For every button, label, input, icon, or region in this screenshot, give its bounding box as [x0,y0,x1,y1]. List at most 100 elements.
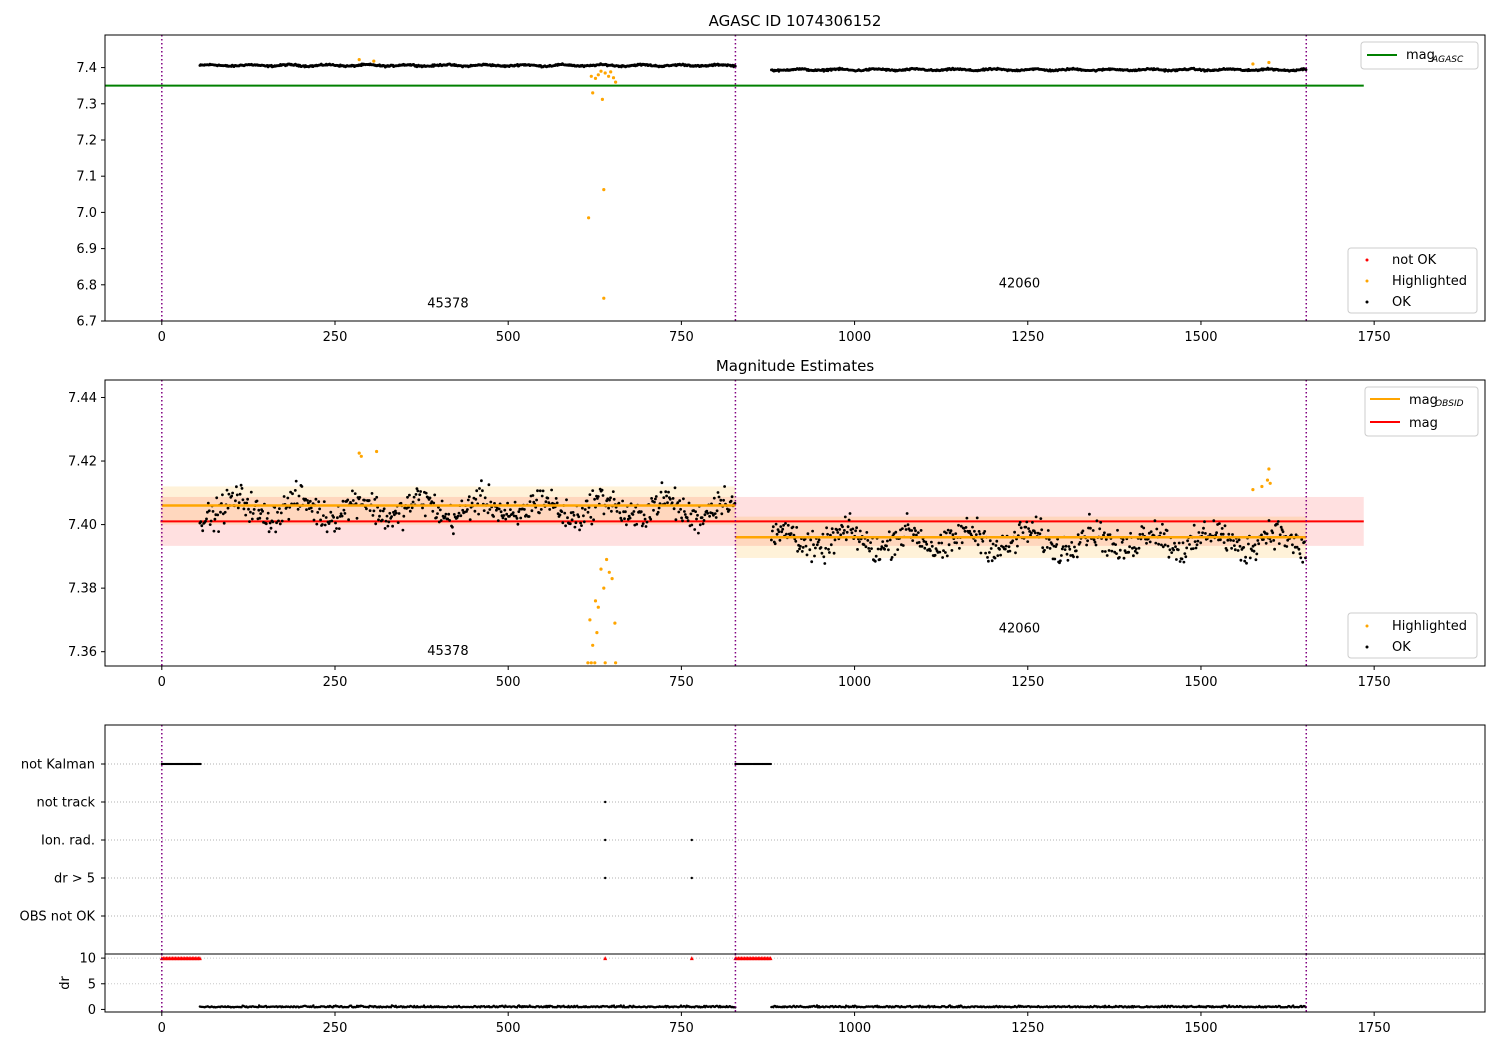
ok-point [479,494,482,497]
ok-point [546,496,550,500]
ok-point [337,527,341,530]
ok-point [819,546,823,549]
ok-point [994,544,998,547]
ok-point [416,489,420,493]
ok-point [245,501,249,505]
ok-point [329,510,333,514]
ok-point [558,513,562,517]
ok-point [904,528,908,531]
ok-point [1277,542,1281,545]
ok-point [1148,540,1152,544]
ok-point [1271,531,1275,535]
ok-point [1177,541,1181,545]
dr-plot-area [105,954,1485,1012]
panel2-line-legend: mag OBSID mag [1364,386,1479,437]
ok-point [293,489,297,492]
obsid-label-45378: 45378 [427,644,468,659]
ok-point [1089,526,1092,530]
ok-point [822,555,826,559]
ok-point [804,544,808,548]
ok-point [499,510,503,514]
ok-point [689,512,693,516]
ok-point [868,549,871,553]
ok-point [1157,542,1160,546]
ok-point [1093,540,1097,544]
ok-point [1011,539,1015,543]
ok-point [973,539,977,543]
ok-point [883,547,886,551]
ok-point [230,494,234,498]
ok-point [690,523,694,527]
ok-point [1099,521,1103,524]
panel1-title: AGASC ID 1074306152 [709,12,882,30]
ok-point [942,549,945,552]
ok-point [998,547,1001,551]
ok-point [854,529,857,533]
ok-point [619,516,623,520]
ok-point [560,510,564,513]
dr-point [256,1006,260,1009]
ok-point [1219,538,1222,542]
ok-point [308,499,312,503]
x-tick-label: 1250 [1011,675,1044,690]
y-tick-label: 5 [88,977,96,992]
ok-point [1027,527,1030,530]
ok-point [207,509,211,513]
ok-point [1279,525,1283,529]
ok-point [252,508,256,511]
ok-point [649,517,653,521]
ok-point [901,527,904,530]
ok-point [1256,539,1260,542]
panel1-line-legend: mag AGASC [1360,41,1479,70]
dr-threshold-marker [603,956,608,961]
ok-point [612,497,616,501]
ok-point [278,507,281,510]
ok-point [1182,560,1186,564]
ok-point [1203,520,1206,524]
ok-point [1086,539,1089,543]
ok-point [1108,533,1112,536]
ok-point [851,527,855,531]
ok-point [390,515,393,518]
ok-point [1081,529,1085,533]
highlighted-point [588,618,592,622]
ok-point [1184,555,1188,559]
ok-point [640,524,644,528]
ok-point [1016,544,1019,548]
ok-point [297,494,301,498]
ok-point [1209,539,1213,543]
ok-point [1103,550,1107,553]
highlighted-point [587,216,591,220]
ok-point [508,514,511,518]
ok-point [777,530,781,534]
ok-point [775,532,779,536]
ok-point [944,531,948,535]
ok-point [513,500,517,504]
ok-point [1140,525,1144,528]
ok-point [322,500,326,503]
ok-point [850,531,854,535]
ok-point [1215,531,1218,535]
ok-point [862,543,866,546]
x-tick-label: 1750 [1358,675,1391,690]
ok-point [211,510,215,513]
ok-point [677,510,681,514]
highlighted-point [596,73,600,77]
x-tick-label: 1500 [1184,675,1217,690]
ok-point [483,496,487,500]
ok-point [530,509,534,513]
ok-point [996,554,1000,557]
ok-point [919,529,923,532]
ok-point [1085,543,1088,547]
ok-point [876,547,880,551]
ok-point [250,517,254,521]
ok-point [473,509,477,513]
ok-point [373,498,377,501]
ok-point [771,529,774,533]
ok-point [386,524,390,528]
ok-point [428,496,432,500]
ok-point [334,521,337,525]
ok-point [325,530,329,534]
ok-point [911,539,915,542]
ok-point [561,521,565,525]
